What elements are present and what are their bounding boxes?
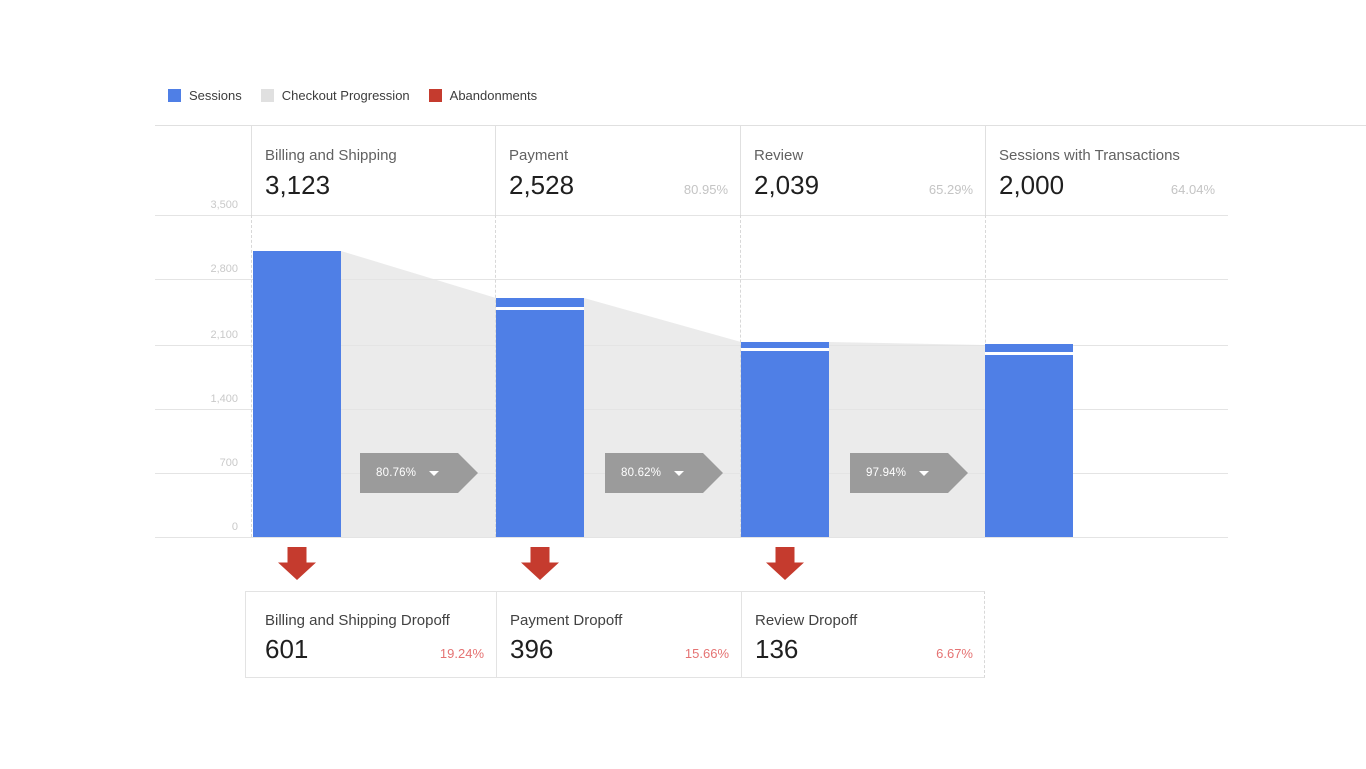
step-panel-review: Review 2,039 65.29% [740, 126, 985, 215]
dropoff-panel-review: Review Dropoff 136 6.67% [741, 592, 985, 677]
header-divider [155, 125, 1366, 126]
y-axis-tick: 0 [231, 521, 238, 533]
dropoff-title: Review Dropoff [755, 612, 858, 629]
y-axis-tick: 3,500 [210, 199, 238, 211]
bar-entrance-divider [985, 352, 1073, 355]
dropoff-arrow-icon [766, 547, 804, 580]
legend-label: Sessions [189, 88, 242, 103]
gridline-0 [155, 537, 1228, 538]
dropoff-pct: 6.67% [936, 646, 973, 661]
column-guide [740, 215, 741, 537]
dropoff-arrow-icon [521, 547, 559, 580]
progression-pct: 80.62% [621, 467, 662, 479]
dropoff-value: 601 [265, 634, 309, 664]
step-title: Sessions with Transactions [999, 147, 1180, 164]
dropoff-panel-payment: Payment Dropoff 396 15.66% [496, 592, 741, 677]
legend-label: Checkout Progression [281, 88, 410, 103]
sessions-bar-review[interactable] [741, 342, 829, 537]
step-title: Payment [509, 147, 569, 164]
chevron-down-icon[interactable] [674, 470, 685, 476]
abandonments-swatch-icon [428, 89, 442, 102]
step-pct: 65.29% [928, 182, 973, 197]
sessions-bar-transactions[interactable] [985, 344, 1073, 537]
step-value: 2,039 [754, 170, 820, 200]
sessions-bar-billing-shipping[interactable] [253, 251, 341, 537]
progression-pct: 97.94% [866, 467, 907, 479]
column-guide [495, 215, 496, 537]
legend-label: Abandonments [449, 88, 538, 103]
gridline-3500 [155, 215, 1228, 216]
dropoff-pct: 19.24% [439, 646, 484, 661]
dropoff-value: 136 [755, 634, 799, 664]
progression-area-2 [584, 298, 741, 537]
chart-legend: Sessions Checkout Progression Abandonmen… [168, 88, 537, 103]
progression-pct: 80.76% [376, 467, 417, 479]
dropoff-title: Billing and Shipping Dropoff [265, 612, 450, 629]
y-axis-tick: 2,100 [210, 329, 238, 341]
step-panel-payment: Payment 2,528 80.95% [495, 126, 740, 215]
step-panel-billing-shipping: Billing and Shipping 3,123 [251, 126, 495, 215]
step-value: 2,528 [509, 170, 575, 200]
step-panel-transactions: Sessions with Transactions 2,000 64.04% [985, 126, 1227, 215]
step-title: Billing and Shipping [265, 147, 397, 164]
step-value: 2,000 [999, 170, 1065, 200]
gridline-2800 [155, 279, 1228, 280]
sessions-swatch-icon [168, 89, 181, 102]
dropoff-pct: 15.66% [684, 646, 729, 661]
progression-swatch-icon [260, 89, 274, 102]
arrow-right-icon [458, 453, 478, 493]
chevron-down-icon[interactable] [919, 470, 930, 476]
dropoff-summary: Billing and Shipping Dropoff 601 19.24% … [245, 591, 985, 678]
step-value: 3,123 [265, 170, 331, 200]
step-pct: 64.04% [1170, 182, 1215, 197]
legend-item-abandonments: Abandonments [428, 88, 538, 103]
gridline-2100 [155, 345, 1228, 346]
dropoff-arrow-icon [278, 547, 316, 580]
step-title: Review [754, 147, 804, 164]
dropoff-panel-billing-shipping: Billing and Shipping Dropoff 601 19.24% [246, 592, 496, 677]
sessions-bar-payment[interactable] [496, 298, 584, 537]
y-axis-tick: 2,800 [210, 263, 238, 275]
legend-item-sessions: Sessions [168, 88, 242, 103]
y-axis-tick: 1,400 [210, 393, 238, 405]
gridline-1400 [155, 409, 1228, 410]
dropoff-value: 396 [510, 634, 554, 664]
progression-area-1 [341, 251, 496, 537]
bar-entrance-divider [741, 348, 829, 351]
y-axis-tick: 700 [219, 457, 238, 469]
bar-entrance-divider [496, 307, 584, 310]
step-pct: 80.95% [683, 182, 728, 197]
arrow-right-icon [703, 453, 723, 493]
progression-area-3 [829, 342, 985, 537]
arrow-right-icon [948, 453, 968, 493]
column-guide [251, 215, 252, 537]
chevron-down-icon[interactable] [429, 470, 440, 476]
legend-item-checkout-progression: Checkout Progression [260, 88, 410, 103]
dropoff-title: Payment Dropoff [510, 612, 623, 629]
